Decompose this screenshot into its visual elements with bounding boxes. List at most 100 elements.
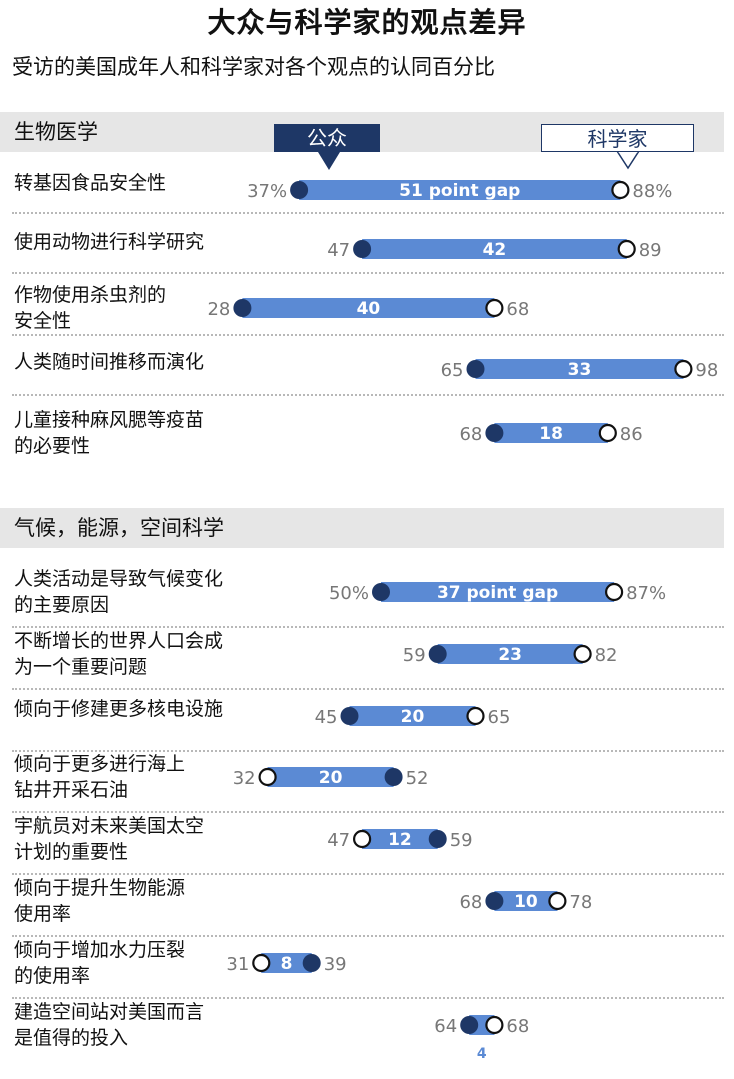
- scientists-value-label: 86: [620, 424, 643, 445]
- public-dot: [290, 181, 309, 199]
- gap-label: 42: [483, 240, 507, 260]
- row-label-line: 建造空间站对美国而言: [14, 1001, 205, 1023]
- public-dot: [428, 830, 447, 848]
- row-label-line: 的必要性: [14, 435, 91, 457]
- dumbbell-row: 42 47 89: [327, 239, 662, 261]
- row-separator: [12, 935, 724, 937]
- row-label-line: 倾向于提升生物能源: [14, 877, 186, 899]
- public-value-label: 52: [406, 768, 429, 789]
- public-value-label: 68: [459, 892, 482, 913]
- public-value-label: 59: [450, 830, 473, 851]
- scientists-dot: [611, 180, 630, 200]
- row-separator: [12, 212, 724, 214]
- public-value-label: 59: [403, 645, 426, 666]
- public-dot: [428, 645, 447, 663]
- gap-label: 37 point gap: [437, 583, 558, 603]
- row-label: 转基因食品安全性: [14, 170, 284, 196]
- gap-bar: [437, 644, 583, 664]
- row-label-line: 转基因食品安全性: [14, 172, 167, 194]
- row-label: 使用动物进行科学研究: [14, 229, 284, 255]
- scientists-dot: [485, 1015, 504, 1035]
- legend-public-pointer: [318, 152, 340, 170]
- scientists-dot: [674, 359, 693, 379]
- scientists-value-label: 32: [233, 768, 256, 789]
- row-label: 倾向于更多进行海上 钻井开采石油: [14, 751, 284, 803]
- gap-label: 20: [319, 768, 343, 788]
- public-dot: [340, 707, 359, 725]
- row-label: 建造空间站对美国而言 是值得的投入: [14, 999, 284, 1051]
- scientists-value-label: 78: [569, 892, 592, 913]
- row-label-line: 为一个重要问题: [14, 656, 148, 678]
- dumbbell-row: 8 31 39: [226, 953, 347, 975]
- dumbbell-row: 18 68 86: [459, 423, 643, 445]
- section-title: 生物医学: [14, 120, 98, 144]
- public-value-label: 39: [324, 954, 347, 975]
- gap-bar: [381, 582, 615, 602]
- row-label-line: 安全性: [14, 310, 72, 332]
- public-dot: [302, 954, 321, 972]
- row-label-line: 人类活动是导致气候变化: [14, 568, 224, 590]
- scientists-dot: [604, 582, 624, 602]
- public-value-label: 47: [327, 240, 350, 261]
- row-label-line: 人类随时间推移而演化: [14, 351, 205, 373]
- row-separator: [12, 394, 724, 396]
- scientists-value-label: 82: [595, 645, 618, 666]
- row-label-line: 的主要原因: [14, 594, 110, 616]
- scientists-value-label: 31: [226, 954, 249, 975]
- row-label-line: 倾向于增加水力压裂: [14, 939, 186, 961]
- row-separator: [12, 334, 724, 336]
- gap-label: 4: [477, 1046, 487, 1062]
- gap-bar: [494, 891, 558, 911]
- scientists-dot: [548, 891, 567, 911]
- gap-bar: [242, 298, 495, 318]
- gap-bar: [267, 767, 394, 787]
- scientists-dot: [573, 644, 592, 664]
- dumbbell-row: 23 59 82: [403, 644, 618, 666]
- row-separator: [12, 997, 724, 999]
- dumbbell-row: 12 47 59: [327, 829, 473, 851]
- row-separator: [12, 626, 724, 628]
- dumbbell-row: 20 32 52: [233, 767, 429, 789]
- row-label-line: 的使用率: [14, 965, 91, 987]
- row-label: 儿童接种麻风腮等疫苗 的必要性: [14, 407, 284, 459]
- gap-bar: [349, 706, 476, 726]
- section-header: 气候，能源，空间科学: [0, 508, 724, 548]
- row-label-line: 倾向于更多进行海上: [14, 753, 186, 775]
- row-label-line: 计划的重要性: [14, 841, 129, 863]
- public-value-label: 37%: [247, 181, 287, 202]
- row-label: 人类活动是导致气候变化 的主要原因: [14, 566, 284, 618]
- gap-bar: [362, 829, 438, 849]
- public-value-label: 50%: [329, 583, 369, 604]
- legend-public-badge: 公众: [274, 124, 380, 152]
- chart-subtitle: 受访的美国成年人和科学家对各个观点的认同百分比: [12, 55, 495, 79]
- gap-bar: [299, 180, 621, 200]
- gap-label: 51 point gap: [399, 181, 520, 201]
- row-label: 不断增长的世界人口会成 为一个重要问题: [14, 628, 284, 680]
- scientists-value-label: 87%: [626, 583, 666, 604]
- row-label: 宇航员对未来美国太空 计划的重要性: [14, 813, 284, 865]
- gap-label: 8: [281, 954, 293, 974]
- scientists-value-label: 47: [327, 830, 350, 851]
- row-label: 倾向于提升生物能源 使用率: [14, 875, 284, 927]
- scientists-value-label: 68: [506, 299, 529, 320]
- scientists-value-label: 88%: [632, 181, 672, 202]
- gap-bar: [362, 239, 627, 259]
- chart-title: 大众与科学家的观点差异: [207, 6, 527, 39]
- dumbbell-row: 37 point gap 50% 87%: [329, 582, 666, 604]
- scientists-dot: [598, 423, 617, 443]
- public-dot: [384, 768, 403, 786]
- row-label-line: 作物使用杀虫剂的: [14, 284, 167, 306]
- public-dot: [485, 892, 504, 910]
- public-dot: [460, 1016, 479, 1034]
- row-label: 人类随时间推移而演化: [14, 349, 284, 375]
- scientists-dot: [617, 239, 636, 259]
- legend-scientists-badge: 科学家: [541, 124, 694, 152]
- scientists-dot: [353, 829, 372, 849]
- gap-label: 23: [498, 645, 522, 665]
- public-dot: [233, 299, 252, 317]
- public-dot: [466, 360, 485, 378]
- row-label: 倾向于修建更多核电设施: [14, 696, 284, 722]
- gap-label: 10: [514, 892, 538, 912]
- section-title: 气候，能源，空间科学: [14, 516, 224, 540]
